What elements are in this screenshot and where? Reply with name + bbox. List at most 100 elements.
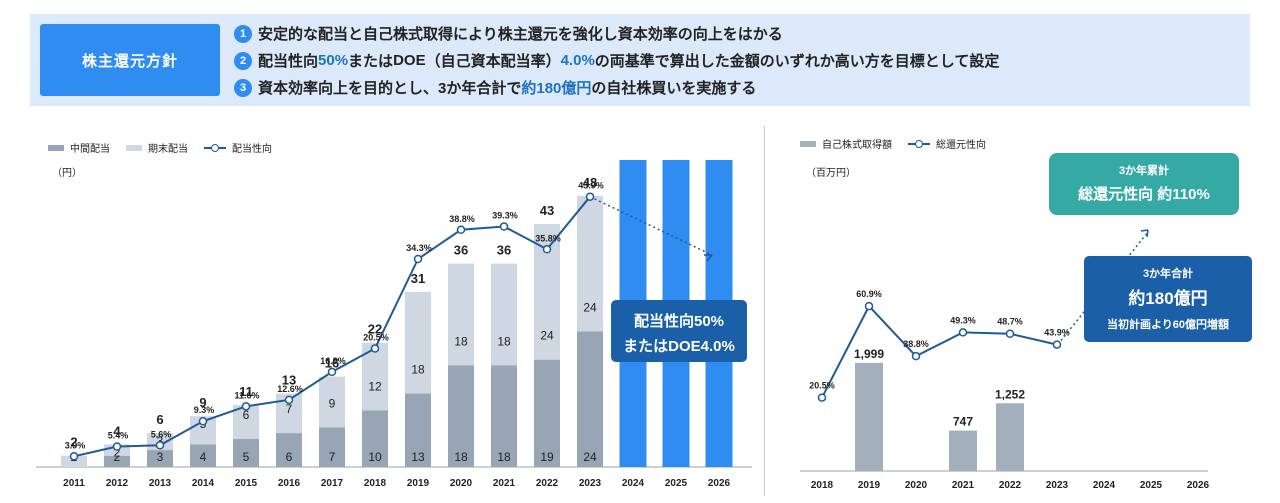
policy-text: 配当性向 [258,53,319,70]
bar-interim [190,444,216,467]
dividend-legend: 中間配当 期末配当 配当性向 [48,140,288,155]
bar-buyback [949,430,977,471]
final-value-label: 6 [243,408,250,422]
left-unit-label: （円） [52,168,82,179]
policy-text: または [348,53,394,70]
policy-item-number: 3 [234,78,252,97]
payout-label: 9.3% [194,405,215,415]
payout-point [241,402,251,411]
bar-buyback [855,362,883,471]
payout-label: 16.9% [320,356,346,366]
buyback-value-label: 1,999 [854,347,884,361]
cum-callout-line1: 3か年累計 [1119,163,1169,177]
interim-value-label: 5 [243,450,250,464]
x-tick-label: 2022 [536,478,559,489]
interim-value-label: 2 [114,450,121,464]
bar-interim [362,410,388,467]
total-return-label: 60.9% [856,289,882,299]
legend-interim-swatch [48,144,64,151]
bar-interim [448,365,474,467]
policy-item-3: 3 資本効率向上を目的とし、3か年合計で 約180億円 の自社株買いを実施する [234,74,999,101]
x-tick-label: 2025 [665,478,688,489]
legend-payout: 配当性向 [204,140,272,155]
trend-arrow-icon [704,254,713,262]
final-value-label: 24 [583,300,597,314]
total-return-label: 43.9% [1044,328,1070,338]
trend-arrow-icon [1140,229,1149,238]
policy-text: DOE [393,52,426,69]
interim-value-label: 10 [368,450,382,464]
total-callout-line2: 約180億円 [1128,288,1207,308]
payout-point [499,222,509,231]
legend-total-return-swatch [908,139,930,148]
x-tick-label: 2019 [407,478,430,489]
total-return-trend-dotted [1060,231,1149,342]
total-dividend-label: 48 [583,175,597,190]
total-dividend-label: 22 [368,322,382,337]
x-tick-label-right: 2024 [1093,480,1116,491]
right-unit-label: （百万円） [806,168,856,179]
final-value-label: 2 [114,445,121,459]
bar-final [319,376,345,428]
x-tick-label: 2024 [622,478,645,489]
dividend-chart: 2011222012224201333620144592015561120166… [36,160,752,489]
total-return-point [1005,329,1015,338]
interim-value-label: 3 [157,450,164,464]
legend-total-return: 総還元性向 [908,136,986,151]
total-dividend-label: 36 [454,243,468,258]
x-tick-label-right: 2023 [1046,480,1069,491]
bar-interim [104,455,130,467]
total-return-point [911,351,921,361]
legend-payout-label: 配当性向 [232,144,272,155]
final-value-label: 24 [540,329,554,343]
bar-final [61,455,87,467]
cum-callout-line2: 総還元性向 約110% [1078,185,1210,203]
payout-target-callout [611,300,747,362]
total-return-label: 49.3% [950,315,976,325]
interim-value-label: 18 [497,450,511,464]
x-tick-label: 2023 [579,478,602,489]
bar-final [491,263,517,366]
bar-interim [276,433,302,467]
total-dividend-label: 2 [70,435,77,450]
payout-label: 12.6% [277,384,303,394]
total-return-label: 38.8% [903,339,929,349]
bar-final [577,195,603,332]
payout-point [327,367,337,377]
legend-interim: 中間配当 [48,140,110,155]
bar-interim [491,365,517,467]
bar-interim [319,427,345,467]
policy-label: 株主還元方針 [40,24,220,96]
total-callout-line3: 当初計画より60億円増額 [1107,317,1229,331]
chart-divider [764,126,765,496]
interim-value-label: 18 [454,450,468,464]
payout-label: 43.9% [578,181,604,191]
payout-point [112,442,122,451]
policy-items: 1 安定的な配当と自己株式取得により株主還元を強化し資本効率の向上をはかる 2 配当性… [234,20,999,101]
total-return-point [1052,340,1062,349]
policy-item-number: 1 [234,24,252,43]
legend-total-return-label: 総還元性向 [936,140,986,151]
x-tick-label-right: 2018 [811,480,834,491]
bar-final [448,263,474,366]
policy-text: の自社株買いを実施する [591,80,757,97]
final-value-label: 7 [286,402,293,416]
total-return-line [821,304,1058,399]
payout-label: 11.6% [234,390,259,400]
x-tick-label-right: 2022 [999,480,1022,491]
payout-trend-dotted [589,196,713,256]
x-tick-label: 2012 [106,478,129,489]
x-tick-label: 2015 [235,478,258,489]
legend-final-label: 期末配当 [148,144,188,155]
x-tick-label-right: 2021 [952,480,975,491]
cumulative-return-callout [1049,153,1239,215]
policy-text: 資本効率向上を目的とし、3か年合計で [258,80,522,97]
legend-final-swatch [126,144,142,151]
total-return-label: 20.5% [809,381,835,391]
buyback-total-callout [1084,256,1252,342]
bar-interim [577,331,603,467]
policy-highlight: 50% [318,52,349,69]
interim-value-label: 7 [329,450,336,464]
legend-buyback: 自己株式取得額 [800,136,892,151]
bar-interim [534,359,560,467]
